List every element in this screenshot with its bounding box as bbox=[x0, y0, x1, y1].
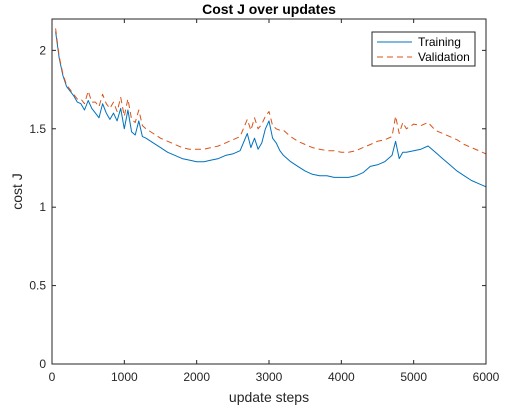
y-tick-label: 1 bbox=[39, 200, 46, 214]
x-tick-label: 6000 bbox=[473, 370, 500, 384]
ticks-layer: 0 1000 2000 3000 4000 5000 6000 0 0.5 1 1.5 2 bbox=[29, 19, 500, 384]
legend-box bbox=[371, 31, 476, 67]
x-tick-label: 1000 bbox=[111, 370, 138, 384]
plot-area bbox=[52, 19, 486, 364]
y-tick-label: 2 bbox=[39, 43, 46, 57]
y-tick-label: 0 bbox=[39, 357, 46, 371]
series-layer bbox=[55, 28, 487, 188]
x-axis-label: update steps bbox=[229, 389, 309, 405]
x-tick-label: 4000 bbox=[328, 370, 355, 384]
x-tick-label: 3000 bbox=[256, 370, 283, 384]
y-tick-label: 0.5 bbox=[29, 279, 46, 293]
y-axis-label: cost J bbox=[9, 173, 25, 210]
legend-label-training: Training bbox=[418, 35, 461, 49]
x-tick-label: 0 bbox=[49, 370, 56, 384]
chart-title: Cost J over updates bbox=[202, 1, 336, 17]
legend-label-validation: Validation bbox=[418, 50, 470, 64]
y-tick-label: 1.5 bbox=[29, 122, 46, 136]
series-line-validation bbox=[55, 28, 487, 155]
series-line-training bbox=[55, 31, 487, 188]
x-tick-label: 5000 bbox=[400, 370, 427, 384]
x-tick-label: 2000 bbox=[183, 370, 210, 384]
